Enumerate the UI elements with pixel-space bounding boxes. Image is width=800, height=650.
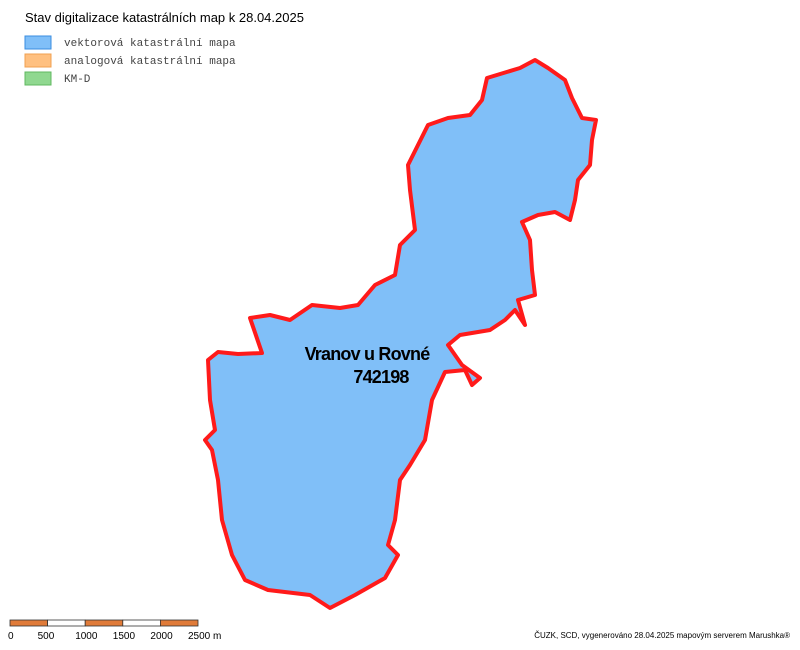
parcel-boundary <box>203 58 598 610</box>
legend: vektorová katastrální mapa analogová kata… <box>24 35 236 86</box>
parcel-code: 742198 <box>353 367 409 387</box>
scale-segment <box>159 619 199 627</box>
scale-segment <box>9 619 48 627</box>
scale-label: 0 <box>8 631 14 642</box>
parcel-name: Vranov u Rovné <box>305 344 431 364</box>
legend-swatch <box>24 71 52 86</box>
scale-segment <box>47 619 86 627</box>
scale-segment <box>84 619 124 627</box>
legend-swatch <box>24 53 52 68</box>
legend-label: analogová katastrální mapa <box>64 56 236 68</box>
legend-swatch <box>24 35 52 50</box>
scale-label: 2500 m <box>188 631 221 642</box>
footer-credit: ČUZK, SCD, vygenerováno 28.04.2025 mapov… <box>534 631 790 640</box>
scale-label: 2000 <box>150 631 173 642</box>
map-title: Stav digitalizace katastrálních map k 28… <box>25 10 304 25</box>
legend-label: vektorová katastrální mapa <box>64 38 236 50</box>
legend-label: KM-D <box>64 74 91 86</box>
scale-label: 1500 <box>113 631 136 642</box>
scale-segment <box>122 619 161 627</box>
scale-label: 500 <box>38 631 55 642</box>
scale-bar: 0 500 1000 1500 2000 2500 m <box>8 619 221 642</box>
scale-label: 1000 <box>75 631 98 642</box>
